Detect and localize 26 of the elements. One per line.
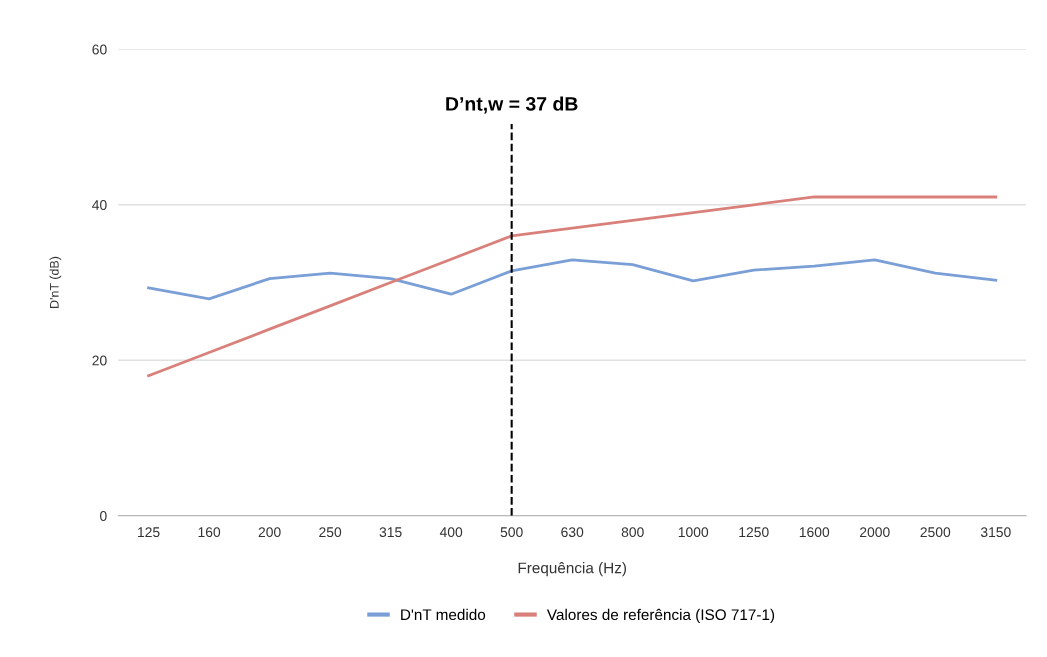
x-tick-label: 630 [561,527,584,538]
x-tick-label: 3150 [980,527,1011,538]
x-tick-label: 315 [379,527,402,538]
line-series [147,258,998,301]
y-tick-label: 60 [92,44,107,55]
x-tick-label: 200 [258,527,281,538]
line-series [147,195,998,378]
x-axis-title: Frequência (Hz) [518,562,626,577]
x-tick-label: 2500 [920,527,951,538]
x-tick-label: 250 [319,527,342,538]
x-tick-label: 1250 [739,527,769,538]
x-tick-label: 160 [198,527,221,538]
x-tick-label: 400 [439,527,463,538]
legend-label: Valores de referência (ISO 717-1) [546,608,775,624]
y-tick-label: 20 [92,355,107,366]
y-axis-title: D'nT (dB) [49,256,62,308]
y-tick-label: 40 [92,200,107,210]
y-tick-label: 0 [100,511,107,521]
legend-label: D'nT medido [401,608,486,621]
x-tick-label: 800 [621,527,644,538]
x-tick-label: 500 [500,527,523,538]
x-tick-label: 1000 [678,527,709,538]
x-tick-label: 1600 [799,527,830,538]
x-tick-label: 2000 [860,527,890,538]
ref-line-label: D’nt,w = 37 dB [446,96,578,114]
x-tick-label: 125 [138,527,160,538]
